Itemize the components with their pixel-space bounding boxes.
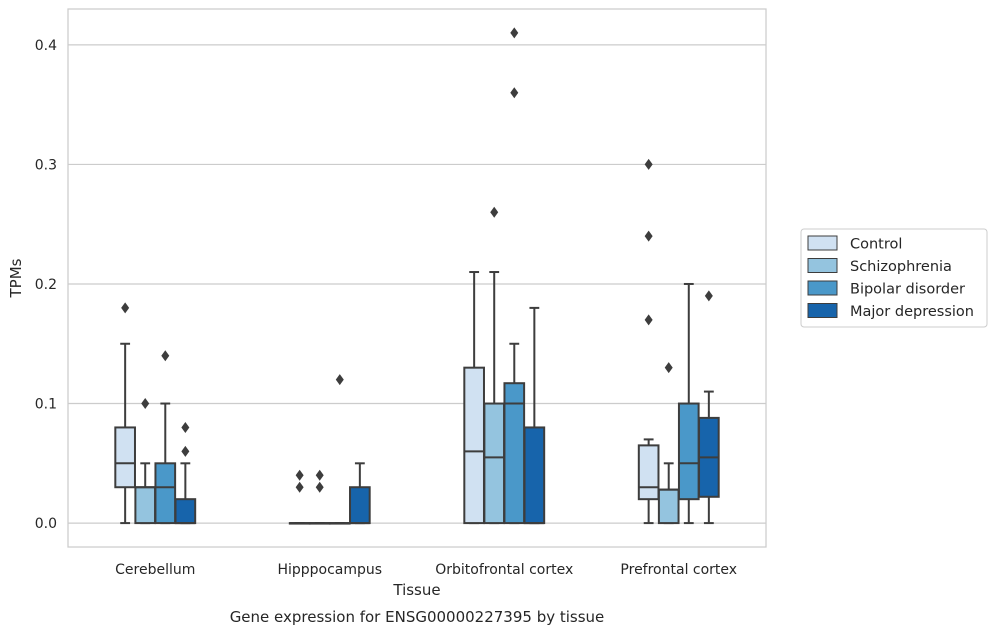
outlier-point bbox=[181, 445, 190, 457]
outlier-point bbox=[335, 374, 344, 386]
box-iqr bbox=[114, 426, 136, 489]
outlier-point bbox=[121, 302, 130, 314]
box-major-depression-cerebellum bbox=[174, 421, 197, 525]
x-tick-labels: Cerebellum Hipppocampus Orbitofrontal cort… bbox=[115, 562, 737, 578]
outlier-point bbox=[295, 481, 304, 493]
y-tick-label: 0.1 bbox=[35, 397, 57, 413]
box-bipolar-disorder-orbitofrontal-cortex bbox=[503, 27, 526, 525]
outlier-point bbox=[315, 481, 324, 493]
grid-lines bbox=[68, 44, 766, 524]
y-tick-label: 0.2 bbox=[35, 277, 57, 293]
legend-frame bbox=[800, 228, 988, 328]
box-iqr bbox=[677, 402, 700, 501]
y-tick-label: 0.3 bbox=[35, 157, 57, 173]
legend: Control Schizophrenia Bipolar disorder Majo… bbox=[800, 228, 988, 328]
box-plot-series bbox=[114, 27, 720, 525]
outlier-point bbox=[644, 158, 653, 170]
box-iqr bbox=[174, 498, 197, 525]
outlier-point bbox=[141, 398, 150, 410]
outlier-point bbox=[510, 87, 519, 99]
outlier-point bbox=[295, 469, 304, 481]
series-major-depression bbox=[174, 290, 720, 525]
legend-item-control: Control bbox=[807, 235, 902, 253]
box-iqr bbox=[637, 444, 660, 501]
x-tick-label-hipppocampus: Hipppocampus bbox=[277, 562, 382, 578]
outlier-point bbox=[644, 314, 653, 326]
outlier-point bbox=[644, 230, 653, 242]
box-bipolar-disorder-hipppocampus bbox=[328, 374, 351, 525]
x-tick-label-orbitofrontal-cortex: Orbitofrontal cortex bbox=[435, 562, 573, 578]
box-major-depression-orbitofrontal-cortex bbox=[523, 306, 546, 525]
outlier-point bbox=[510, 27, 519, 39]
outlier-point bbox=[664, 362, 673, 374]
box-iqr bbox=[657, 488, 680, 525]
series-control bbox=[114, 158, 660, 525]
box-major-depression-prefrontal-cortex bbox=[698, 290, 720, 525]
box-iqr bbox=[523, 426, 546, 525]
outlier-point bbox=[315, 469, 324, 481]
box-iqr bbox=[154, 462, 177, 525]
legend-label: Bipolar disorder bbox=[850, 282, 965, 298]
y-tick-labels: 0.0 0.1 0.2 0.3 0.4 bbox=[35, 38, 57, 532]
legend-label: Control bbox=[850, 237, 902, 253]
outlier-point bbox=[490, 206, 499, 218]
legend-label: Major depression bbox=[850, 304, 974, 320]
figure-caption: Gene expression for ENSG00000227395 by t… bbox=[230, 608, 605, 626]
box-iqr bbox=[483, 402, 506, 525]
outlier-point bbox=[161, 350, 170, 362]
y-tick-label: 0.4 bbox=[35, 38, 57, 54]
box-bipolar-disorder-cerebellum bbox=[154, 350, 177, 525]
series-bipolar-disorder bbox=[154, 27, 700, 525]
y-axis-label: TPMs bbox=[7, 258, 25, 298]
legend-item-schizophrenia: Schizophrenia bbox=[807, 258, 952, 275]
x-tick-label-prefrontal-cortex: Prefrontal cortex bbox=[620, 562, 737, 578]
box-bipolar-disorder-prefrontal-cortex bbox=[677, 282, 700, 525]
outlier-point bbox=[181, 421, 190, 433]
plot-frame bbox=[67, 8, 767, 548]
box-control-prefrontal-cortex bbox=[637, 158, 660, 525]
box-schizophrenia-hipppocampus bbox=[308, 469, 331, 525]
box-schizophrenia-prefrontal-cortex bbox=[657, 362, 680, 525]
x-tick-label-cerebellum: Cerebellum bbox=[115, 562, 195, 578]
box-iqr bbox=[463, 366, 485, 525]
box-iqr bbox=[134, 486, 157, 525]
box-major-depression-hipppocampus bbox=[349, 462, 371, 525]
legend-swatch bbox=[807, 280, 838, 296]
legend-item-major-depression: Major depression bbox=[807, 303, 974, 320]
y-tick-label: 0.0 bbox=[35, 516, 57, 532]
box-iqr bbox=[349, 486, 371, 525]
legend-label: Schizophrenia bbox=[850, 259, 952, 275]
legend-item-bipolar-disorder: Bipolar disorder bbox=[807, 280, 965, 298]
x-axis-label: Tissue bbox=[392, 581, 440, 599]
legend-swatch bbox=[807, 303, 838, 318]
box-schizophrenia-orbitofrontal-cortex bbox=[483, 206, 506, 525]
box-control-cerebellum bbox=[114, 302, 136, 525]
legend-swatch bbox=[807, 258, 838, 273]
outlier-point bbox=[704, 290, 713, 302]
series-schizophrenia bbox=[134, 206, 680, 525]
box-control-hipppocampus bbox=[288, 469, 311, 525]
box-schizophrenia-cerebellum bbox=[134, 398, 157, 525]
box-control-orbitofrontal-cortex bbox=[463, 271, 485, 525]
legend-swatch bbox=[807, 235, 838, 251]
